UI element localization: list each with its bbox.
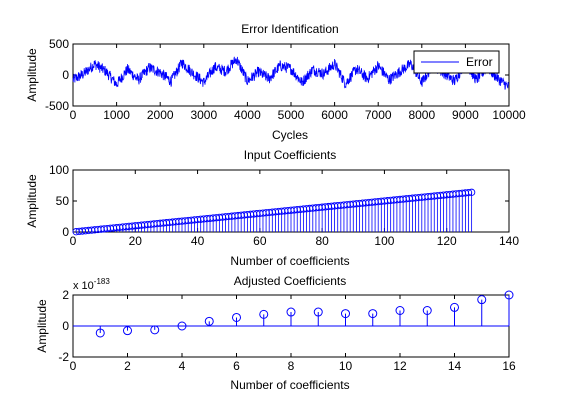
stem-marker (95, 328, 105, 338)
y-tick-label: 2 (62, 288, 69, 302)
x-tick-label: 10000 (492, 108, 526, 122)
stem-marker (504, 290, 514, 300)
x-tick-label: 10 (339, 359, 353, 373)
x-tick-label: 5000 (278, 108, 305, 122)
stem-marker (286, 307, 296, 317)
x-tick-label: 20 (129, 234, 143, 248)
y-tick-label: 50 (56, 194, 70, 208)
x-tick-label: 60 (253, 234, 267, 248)
x-tick-label: 0 (70, 234, 77, 248)
stem-marker (341, 309, 350, 319)
x-axis-label: Number of coefficients (230, 378, 349, 392)
x-tick-label: 100 (374, 234, 394, 248)
x-tick-label: 3000 (190, 108, 217, 122)
stem-marker (150, 325, 160, 335)
x-tick-label: 16 (502, 359, 516, 373)
subplot-adjusted-coefficients: Adjusted Coefficients Amplitude Number o… (35, 274, 516, 392)
stem-marker (177, 321, 187, 331)
stem-marker (368, 309, 378, 319)
x-tick-label: 2000 (147, 108, 174, 122)
chart-title: Input Coefficients (244, 148, 337, 162)
plot-area: 0 2 4 6 8 10 12 14 16-202 (58, 288, 516, 373)
exponent-power: -183 (94, 277, 111, 286)
stem-marker (204, 316, 214, 326)
y-tick-label: 500 (49, 37, 69, 51)
x-tick-label: 120 (437, 234, 457, 248)
x-tick-label: 7000 (365, 108, 392, 122)
legend: Error (413, 50, 500, 74)
y-axis-label: Amplitude (25, 48, 39, 102)
x-tick-label: 40 (191, 234, 205, 248)
x-tick-label: 0 (70, 359, 77, 373)
stem-marker (450, 302, 459, 312)
stem-marker (313, 307, 323, 317)
x-axis-label: Cycles (272, 128, 308, 142)
x-tick-label: 9000 (452, 108, 479, 122)
x-tick-label: 4 (179, 359, 186, 373)
x-tick-label: 6 (233, 359, 240, 373)
x-tick-label: 8 (288, 359, 295, 373)
x-tick-label: 8000 (408, 108, 435, 122)
y-axis-label: Amplitude (35, 299, 49, 353)
exponent-label: x 10-183 (73, 277, 110, 292)
stem-marker (477, 295, 487, 305)
subplot-input-coefficients: Input Coefficients Amplitude Number of c… (25, 148, 519, 268)
x-tick-label: 4000 (234, 108, 261, 122)
y-axis-label: Amplitude (25, 174, 39, 228)
x-tick-label: 12 (393, 359, 407, 373)
y-tick-label: 100 (49, 163, 69, 177)
stem-marker (467, 188, 476, 196)
x-tick-label: 140 (499, 234, 519, 248)
y-tick-label: 0 (62, 68, 69, 82)
x-tick-label: 0 (70, 108, 77, 122)
x-tick-label: 1000 (103, 108, 130, 122)
chart-title: Error Identification (241, 22, 338, 36)
y-tick-label: 0 (62, 225, 69, 239)
stem-marker (259, 309, 269, 319)
chart-title: Adjusted Coefficients (234, 274, 347, 288)
stem-marker (422, 306, 432, 315)
y-tick-label: -500 (45, 99, 69, 113)
x-tick-label: 2 (124, 359, 131, 373)
exponent-base: x 10 (73, 280, 94, 292)
plot-area: 0 20 40 60 80 100 120 140 0 50 100 (49, 163, 519, 248)
x-tick-label: 14 (448, 359, 462, 373)
stem-marker (395, 306, 405, 315)
stem-marker (232, 312, 241, 322)
x-tick-label: 6000 (321, 108, 348, 122)
stem-marker (123, 326, 132, 336)
plot-area: 0 1000 2000 3000 4000 5000 6000 7000 8000 9000 100… (45, 37, 526, 122)
y-tick-label: -2 (58, 350, 69, 364)
x-axis-label: Number of coefficients (230, 254, 349, 268)
y-tick-label: 0 (62, 319, 69, 333)
legend-label: Error (466, 55, 493, 69)
subplot-error: Error Identification Amplitude Cycles 0 1… (25, 22, 526, 142)
x-tick-label: 80 (315, 234, 329, 248)
